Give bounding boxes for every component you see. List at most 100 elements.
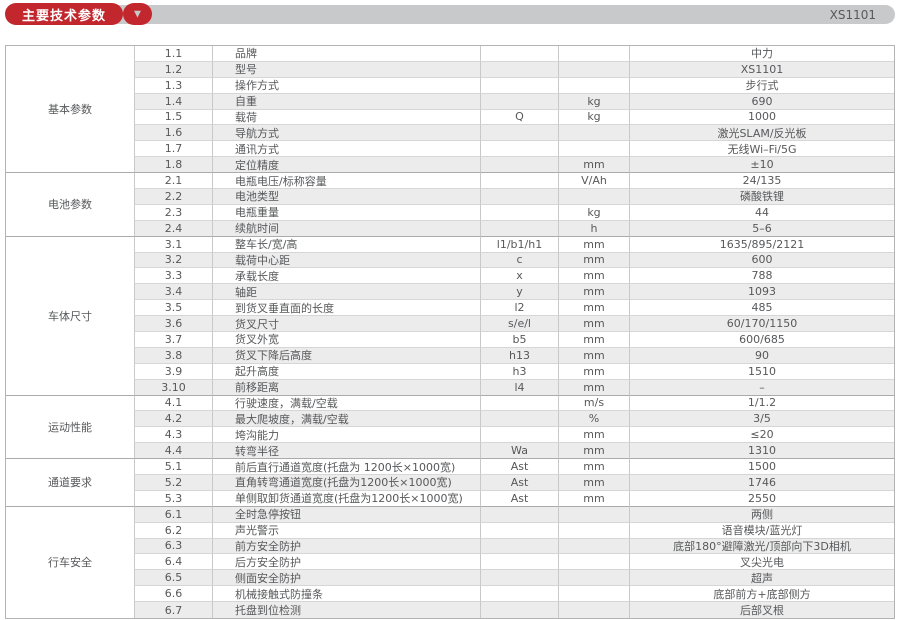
param-value: 1000 <box>629 109 894 126</box>
param-symbol: Ast <box>480 475 558 491</box>
param-name: 操作方式 <box>212 77 480 94</box>
param-symbol: x <box>480 268 558 285</box>
param-symbol: s/e/l <box>480 316 558 332</box>
param-name: 后方安全防护 <box>212 554 480 571</box>
param-name: 垮沟能力 <box>212 427 480 444</box>
section-label: 通道要求 <box>6 459 134 507</box>
param-value: 步行式 <box>629 77 894 94</box>
param-unit <box>558 141 629 158</box>
param-value: 底部180°避障激光/顶部向下3D相机 <box>629 538 894 555</box>
section-label: 电池参数 <box>6 173 134 237</box>
param-value: 90 <box>629 347 894 364</box>
param-unit: mm <box>558 252 629 269</box>
param-value: 无线Wi–Fi/5G <box>629 141 894 158</box>
param-name: 承载长度 <box>212 268 480 285</box>
section-header-bar <box>107 5 895 24</box>
param-unit: mm <box>558 459 629 475</box>
model-badge: XS1101 <box>829 7 876 22</box>
param-symbol: y <box>480 284 558 301</box>
param-unit: mm <box>558 316 629 332</box>
param-value: 2550 <box>629 490 894 507</box>
chevron-down-icon: ▼ <box>134 9 141 19</box>
param-symbol: l1/b1/h1 <box>480 236 558 253</box>
row-number: 1.3 <box>134 77 212 94</box>
param-value: 5–6 <box>629 220 894 237</box>
param-symbol <box>480 189 558 205</box>
row-number: 1.6 <box>134 125 212 142</box>
param-symbol <box>480 204 558 221</box>
row-number: 1.5 <box>134 109 212 126</box>
param-unit: mm <box>558 284 629 301</box>
param-value: 叉尖光电 <box>629 554 894 571</box>
param-symbol <box>480 93 558 110</box>
param-name: 起升高度 <box>212 363 480 380</box>
row-number: 2.1 <box>134 173 212 189</box>
param-name: 机械接触式防撞条 <box>212 586 480 603</box>
param-name: 货叉外宽 <box>212 332 480 348</box>
param-unit: mm <box>558 475 629 491</box>
param-unit: % <box>558 411 629 428</box>
param-symbol <box>480 411 558 428</box>
param-unit: mm <box>558 427 629 444</box>
row-number: 1.1 <box>134 46 212 62</box>
param-unit <box>558 125 629 142</box>
param-value: 3/5 <box>629 411 894 428</box>
param-unit: m/s <box>558 395 629 412</box>
param-name: 轴距 <box>212 284 480 301</box>
page-title: 主要技术参数 <box>5 3 123 25</box>
param-value: 60/170/1150 <box>629 316 894 332</box>
param-unit: mm <box>558 157 629 174</box>
param-symbol <box>480 173 558 189</box>
param-symbol <box>480 554 558 571</box>
param-symbol <box>480 522 558 539</box>
param-symbol: h3 <box>480 363 558 380</box>
param-symbol: b5 <box>480 332 558 348</box>
param-value: 1510 <box>629 363 894 380</box>
param-unit: mm <box>558 300 629 317</box>
param-name: 电瓶重量 <box>212 204 480 221</box>
param-name: 通讯方式 <box>212 141 480 158</box>
param-name: 最大爬坡度，满载/空载 <box>212 411 480 428</box>
param-symbol <box>480 220 558 237</box>
row-number: 6.7 <box>134 602 212 618</box>
param-value: 44 <box>629 204 894 221</box>
row-number: 4.3 <box>134 427 212 444</box>
page-title-label: 主要技术参数 <box>21 8 106 24</box>
param-name: 前后直行通道宽度(托盘为 1200长×1000宽) <box>212 459 480 475</box>
row-number: 3.3 <box>134 268 212 285</box>
param-symbol <box>480 46 558 62</box>
row-number: 5.3 <box>134 490 212 507</box>
param-value: 超声 <box>629 570 894 587</box>
param-symbol <box>480 506 558 523</box>
param-unit: kg <box>558 93 629 110</box>
param-name: 全时急停按钮 <box>212 506 480 523</box>
param-symbol <box>480 395 558 412</box>
param-symbol: Wa <box>480 443 558 460</box>
row-number: 3.10 <box>134 379 212 396</box>
row-number: 6.5 <box>134 570 212 587</box>
param-value: 中力 <box>629 46 894 62</box>
param-symbol: Ast <box>480 490 558 507</box>
param-value: 1/1.2 <box>629 395 894 412</box>
param-symbol <box>480 157 558 174</box>
dropdown-toggle[interactable]: ▼ <box>123 3 152 25</box>
param-symbol <box>480 586 558 603</box>
param-name: 品牌 <box>212 46 480 62</box>
param-symbol <box>480 538 558 555</box>
param-value: 底部前方+底部侧方 <box>629 586 894 603</box>
param-symbol <box>480 602 558 618</box>
param-unit <box>558 522 629 539</box>
param-name: 单侧取卸货通道宽度(托盘为1200长×1000宽) <box>212 490 480 507</box>
param-value: – <box>629 379 894 396</box>
param-name: 行驶速度，满载/空载 <box>212 395 480 412</box>
param-name: 导航方式 <box>212 125 480 142</box>
param-value: 600 <box>629 252 894 269</box>
row-number: 2.4 <box>134 220 212 237</box>
row-number: 2.3 <box>134 204 212 221</box>
param-unit <box>558 586 629 603</box>
row-number: 3.1 <box>134 236 212 253</box>
section-label: 车体尺寸 <box>6 236 134 396</box>
param-unit: mm <box>558 347 629 364</box>
param-symbol: Q <box>480 109 558 126</box>
param-value: 690 <box>629 93 894 110</box>
